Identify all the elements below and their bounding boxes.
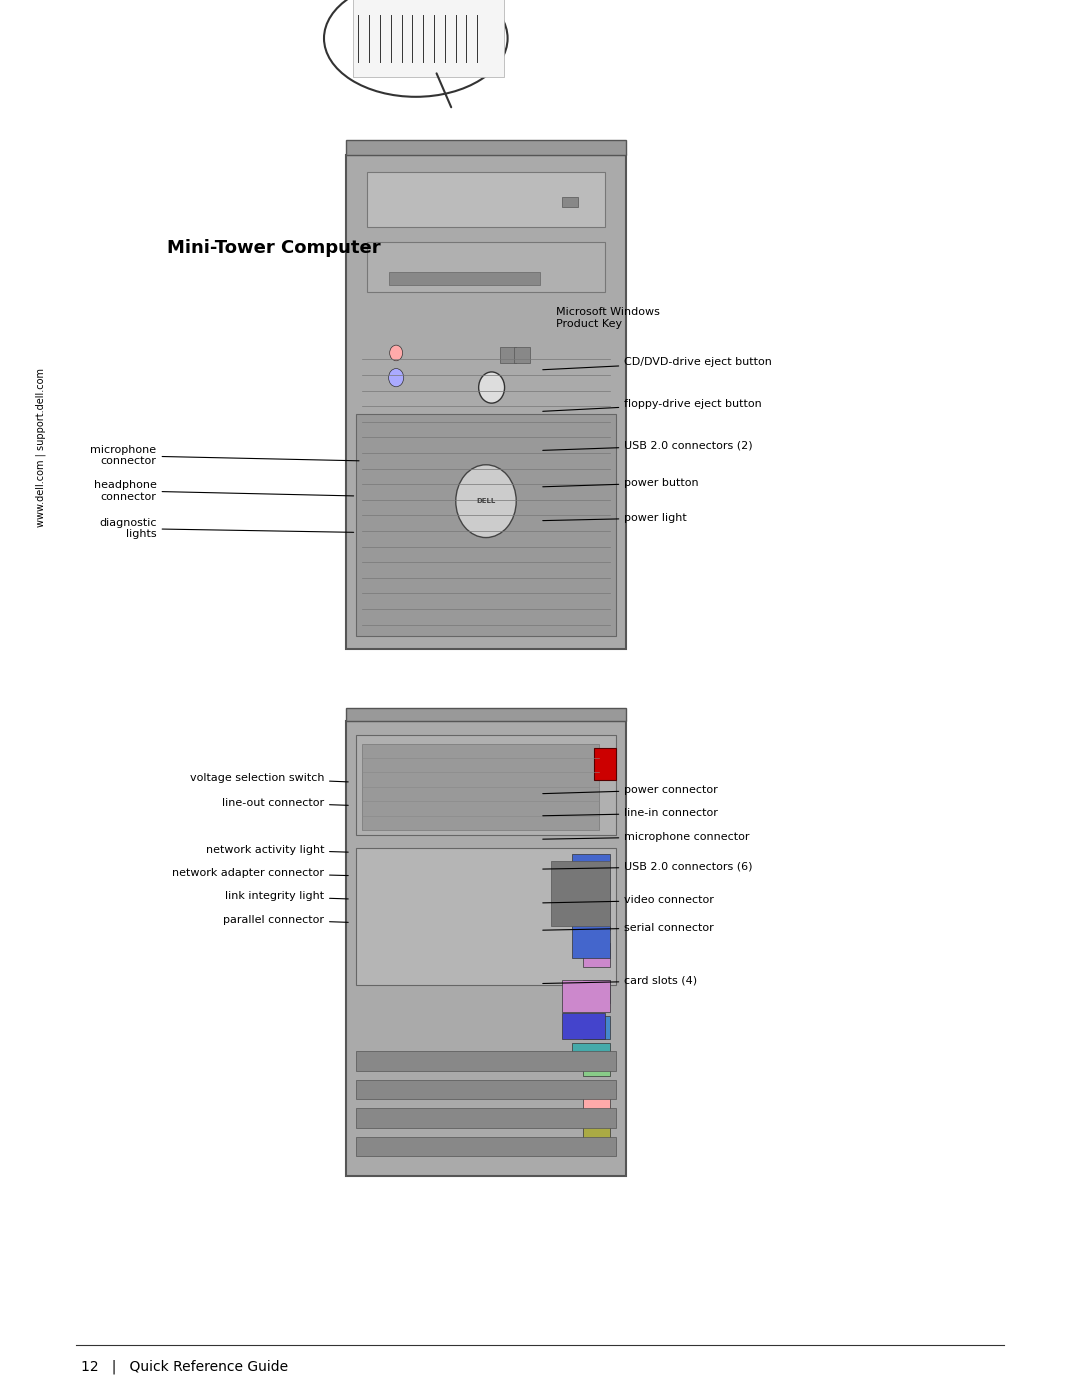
Bar	[583, 943, 610, 967]
Circle shape	[390, 345, 403, 360]
Bar	[583, 1125, 610, 1148]
Bar	[356, 414, 616, 637]
Bar	[367, 172, 605, 226]
Bar	[356, 848, 616, 985]
Bar	[551, 861, 610, 926]
Bar	[362, 743, 599, 830]
Text: power light: power light	[543, 513, 687, 522]
Text: USB 2.0 connectors (2): USB 2.0 connectors (2)	[543, 440, 753, 450]
Ellipse shape	[324, 0, 508, 96]
Text: power button: power button	[543, 478, 699, 488]
Bar	[514, 348, 530, 363]
Text: parallel connector: parallel connector	[222, 915, 348, 925]
Text: microphone
connector: microphone connector	[91, 444, 359, 467]
Bar	[353, 0, 504, 77]
Bar	[572, 854, 610, 957]
Bar	[562, 1013, 605, 1039]
Text: network adapter connector: network adapter connector	[172, 868, 348, 879]
Text: voltage selection switch: voltage selection switch	[189, 773, 348, 784]
Bar	[583, 979, 610, 1003]
Text: USB 2.0 connectors (6): USB 2.0 connectors (6)	[543, 862, 753, 872]
Bar	[346, 140, 626, 155]
Text: 12   |   Quick Reference Guide: 12 | Quick Reference Guide	[81, 1359, 288, 1373]
Bar	[346, 721, 626, 1176]
Bar	[562, 197, 578, 207]
Bar	[583, 907, 610, 930]
Bar	[367, 243, 605, 292]
Circle shape	[389, 369, 404, 387]
Bar	[562, 979, 610, 1013]
Bar	[583, 1052, 610, 1076]
Text: link integrity light: link integrity light	[225, 891, 348, 901]
Text: DELL: DELL	[476, 499, 496, 504]
Bar	[346, 155, 626, 650]
Text: serial connector: serial connector	[543, 922, 714, 933]
Bar	[356, 1137, 616, 1157]
Text: video connector: video connector	[543, 895, 714, 905]
Text: microphone connector: microphone connector	[543, 831, 750, 841]
Bar	[356, 735, 616, 834]
Text: network activity light: network activity light	[205, 845, 348, 855]
Bar	[346, 708, 626, 721]
Text: diagnostic
lights: diagnostic lights	[99, 518, 353, 539]
Bar	[500, 348, 516, 363]
Text: card slots (4): card slots (4)	[543, 977, 698, 986]
Circle shape	[456, 465, 516, 538]
Text: floppy-drive eject button: floppy-drive eject button	[543, 398, 762, 411]
Text: line-in connector: line-in connector	[543, 809, 718, 819]
Bar	[583, 870, 610, 894]
Text: www.dell.com | support.dell.com: www.dell.com | support.dell.com	[36, 369, 46, 527]
Text: power connector: power connector	[543, 785, 718, 795]
Text: line-out connector: line-out connector	[221, 798, 348, 807]
Bar	[356, 1051, 616, 1070]
Text: Mini-Tower Computer: Mini-Tower Computer	[167, 239, 381, 257]
Bar	[572, 1042, 610, 1062]
Bar	[356, 1108, 616, 1127]
Bar	[583, 1088, 610, 1112]
Bar	[594, 747, 616, 780]
Text: Microsoft Windows
Product Key: Microsoft Windows Product Key	[556, 307, 660, 328]
Circle shape	[478, 372, 504, 404]
Bar	[583, 1016, 610, 1039]
Bar	[356, 1080, 616, 1099]
Text: headphone
connector: headphone connector	[94, 481, 353, 502]
Text: CD/DVD-drive eject button: CD/DVD-drive eject button	[543, 358, 772, 370]
Bar	[389, 272, 540, 285]
